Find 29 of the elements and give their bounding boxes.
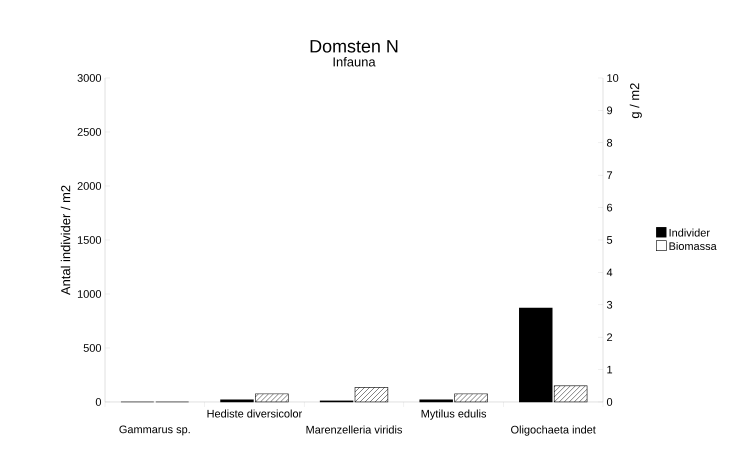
- y2-tick-label: 10: [607, 74, 618, 82]
- y-tick-label: 2000: [78, 182, 102, 190]
- x-tick-label: Gammarus sp.: [119, 426, 190, 436]
- y-tick-label: 500: [84, 344, 102, 352]
- y2-tick-label: 2: [607, 333, 612, 342]
- y2-tick-label: 0: [606, 398, 612, 406]
- y-tick-label: 0: [96, 398, 102, 406]
- y-tick-label: 1500: [78, 236, 102, 244]
- x-tick-label: Marenzelleria viridis: [306, 426, 402, 434]
- y2-tick-label: 3: [606, 300, 612, 309]
- y2-axis-title: g / m2: [630, 83, 642, 118]
- y-tick-label: 3000: [78, 74, 102, 82]
- legend-label: Individer: [670, 228, 710, 237]
- y-axis-title: Antal individer / m2: [60, 186, 70, 296]
- y2-tick-label: 1: [607, 366, 612, 374]
- chart-title: Domsten N: [310, 40, 398, 53]
- y2-tick-label: 5: [606, 236, 612, 244]
- y-tick-label: 2500: [78, 128, 102, 136]
- y2-tick-label: 7: [607, 171, 612, 179]
- x-tick-label: Oligochaeta indet: [511, 426, 596, 436]
- y2-tick-label: 8: [606, 138, 612, 147]
- x-tick-label: Hediste diversicolor: [208, 410, 302, 418]
- legend-label: Biomassa: [669, 242, 717, 250]
- chart-subtitle: Infauna: [334, 56, 376, 66]
- y2-tick-label: 6: [607, 204, 612, 212]
- y-tick-label: 1000: [78, 290, 102, 298]
- y2-tick-label: 9: [607, 106, 612, 114]
- y2-tick-label: 4: [606, 268, 612, 276]
- x-tick-label: Mytilus edulis: [422, 410, 486, 420]
